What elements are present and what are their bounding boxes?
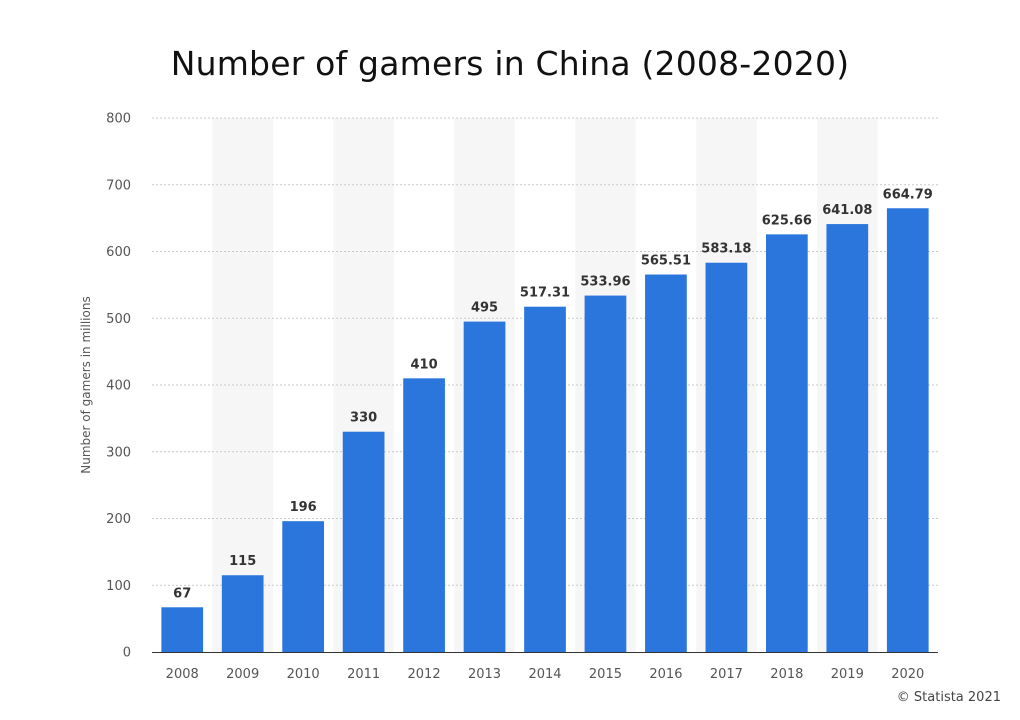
x-tick-label: 2012 — [408, 667, 441, 682]
data-label: 664.79 — [883, 187, 933, 202]
data-label: 625.66 — [762, 213, 812, 228]
x-tick-label: 2011 — [347, 667, 380, 682]
data-label: 115 — [229, 554, 256, 569]
x-tick-label: 2013 — [468, 667, 501, 682]
data-label: 495 — [471, 301, 498, 316]
bar — [221, 575, 264, 652]
x-tick-label: 2009 — [226, 667, 259, 682]
bar — [645, 274, 687, 652]
bar — [463, 321, 506, 652]
bar — [161, 607, 204, 652]
background-band — [212, 118, 273, 652]
bar — [584, 295, 627, 652]
y-tick-label: 800 — [106, 112, 131, 127]
copyright-notice: © Statista 2021 — [896, 690, 1001, 705]
data-label: 517.31 — [520, 286, 570, 301]
y-tick-label: 600 — [106, 245, 131, 260]
data-label: 196 — [290, 500, 317, 515]
data-label: 583.18 — [701, 242, 751, 257]
x-tick-label: 2017 — [710, 667, 743, 682]
data-label: 533.96 — [580, 275, 630, 290]
bar — [342, 431, 385, 652]
x-tick-label: 2020 — [891, 667, 924, 682]
y-tick-label: 400 — [106, 379, 131, 394]
x-tick-label: 2008 — [166, 667, 199, 682]
y-tick-label: 100 — [106, 579, 131, 594]
data-label: 67 — [173, 586, 191, 601]
data-label: 565.51 — [641, 254, 691, 269]
x-tick-label: 2016 — [649, 667, 682, 682]
value-labels: 67 115 196 330 410 495 517.31 533.96 565.51 583.1… — [173, 187, 933, 601]
y-tick-label: 500 — [106, 312, 131, 327]
bar — [705, 262, 748, 652]
y-tick-label: 200 — [106, 512, 131, 527]
y-tick-label: 300 — [106, 445, 131, 460]
y-tick-labels: 0 100 200 300 400 500 600 700 800 — [106, 112, 131, 661]
bar — [282, 521, 325, 652]
x-tick-label: 2010 — [287, 667, 320, 682]
x-tick-label: 2014 — [528, 667, 561, 682]
data-label: 410 — [411, 357, 438, 372]
chart-title: Number of gamers in China (2008-2020) — [170, 44, 850, 83]
bar — [886, 208, 929, 652]
x-tick-label: 2015 — [589, 667, 622, 682]
x-tick-label: 2018 — [770, 667, 803, 682]
bar — [524, 306, 566, 652]
bars — [161, 208, 929, 652]
y-tick-label: 0 — [123, 646, 131, 661]
data-label: 641.08 — [822, 203, 872, 218]
bar — [765, 234, 808, 652]
x-tick-label: 2019 — [831, 667, 864, 682]
y-tick-label: 700 — [106, 178, 131, 193]
data-label: 330 — [350, 411, 377, 426]
bar — [403, 378, 445, 652]
bar — [826, 224, 869, 652]
x-tick-labels: 2008 2009 2010 2011 2012 2013 2014 2015 2016 2017… — [166, 667, 925, 682]
